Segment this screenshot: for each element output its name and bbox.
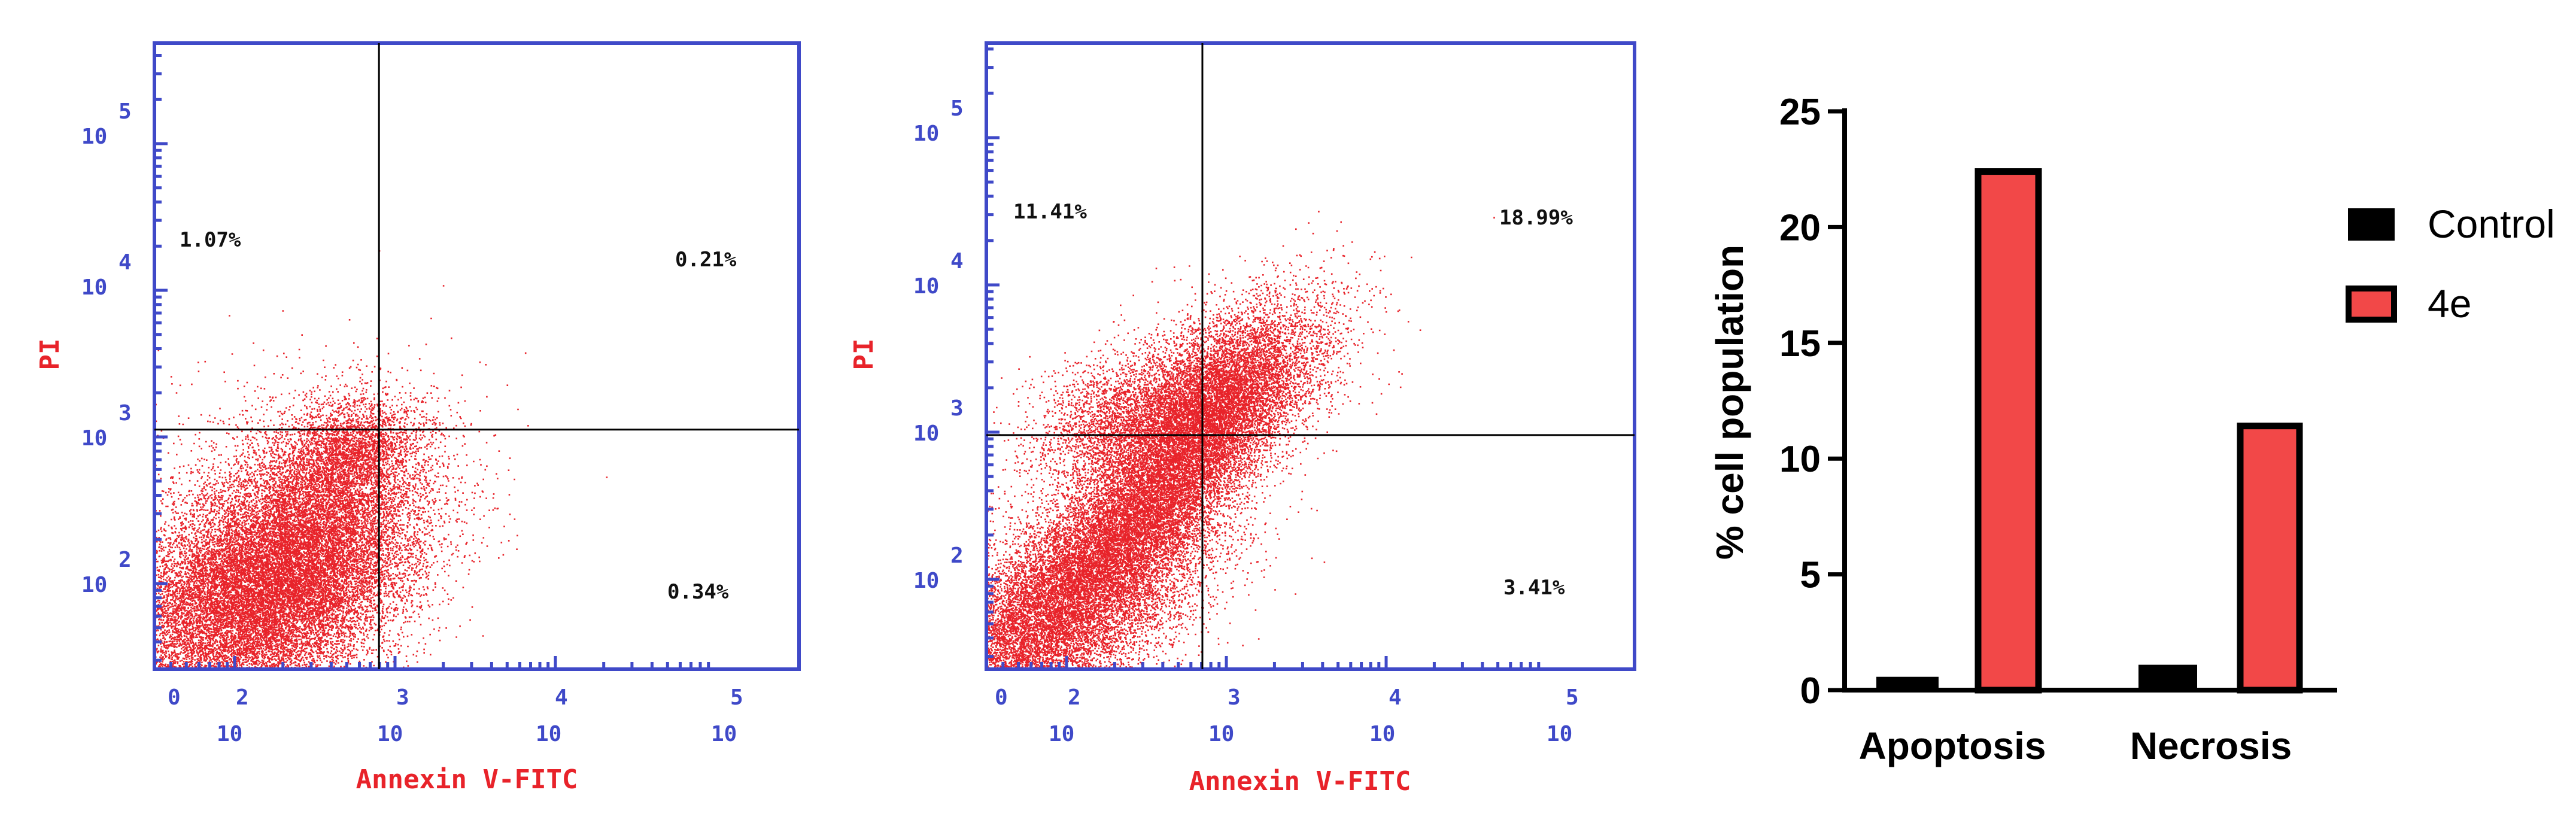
x-tick-exponent: 5 <box>1566 685 1579 710</box>
quadrant-upper-left: 1.07% <box>180 228 241 252</box>
y-tick-base: 10 <box>913 421 939 446</box>
y-tick-label: 20 <box>1779 207 1821 248</box>
y-axis-title: PI <box>849 339 879 370</box>
y-tick-base: 10 <box>81 573 107 597</box>
x-tick-labels: Apoptosis Necrosis <box>1859 724 2292 767</box>
x-tick-base: 10 <box>536 722 561 746</box>
y-tick-label: 5 <box>1800 555 1821 596</box>
x-tick-exponent: 5 <box>730 685 743 710</box>
x-tick-base: 10 <box>1208 722 1234 746</box>
y-tick-label: 15 <box>1779 323 1821 365</box>
x-tick-exponent: 2 <box>236 685 249 710</box>
flow-dots-control <box>154 250 607 671</box>
y-tick-label: 10 <box>1779 439 1821 480</box>
quadrant-upper-right: 18.99% <box>1499 206 1573 230</box>
flow-panel-4e: 11.41% 18.99% 3.41% Annexin V-FITC PI 0 2… <box>849 43 1635 797</box>
y-tick-base: 10 <box>81 275 107 300</box>
legend-swatch-control <box>2349 209 2394 240</box>
legend-label-control: Control <box>2428 202 2555 246</box>
x-tick-label-apoptosis: Apoptosis <box>1859 724 2046 767</box>
legend-label-4e: 4e <box>2428 281 2471 326</box>
y-tick-exponent: 3 <box>119 401 132 426</box>
y-tick-labels: 0 5 10 15 20 25 <box>1779 92 1821 712</box>
x-tick-label-necrosis: Necrosis <box>2130 724 2292 767</box>
x-tick-exponent: 0 <box>168 685 181 710</box>
x-tick-base: 10 <box>1049 722 1074 746</box>
y-tick-labels: 2 10 3 10 4 10 5 10 <box>81 99 132 597</box>
y-tick-labels: 2 10 3 10 4 10 5 10 <box>913 96 964 593</box>
bars <box>1877 172 2299 690</box>
y-tick-base: 10 <box>913 569 939 593</box>
flow-dots-path <box>986 211 1495 670</box>
y-tick-exponent: 4 <box>950 249 964 274</box>
bar-chart: 0 5 10 15 20 25 Apoptosis Necrosis % cell popu… <box>1708 92 2555 767</box>
x-tick-base: 10 <box>217 722 242 746</box>
y-tick-exponent: 2 <box>950 543 964 568</box>
x-tick-exponent: 3 <box>1228 685 1241 710</box>
bar-control-necrosis <box>2139 666 2197 690</box>
x-tick-exponent: 3 <box>396 685 409 710</box>
y-tick-base: 10 <box>81 426 107 451</box>
quadrant-lower-right: 0.34% <box>667 580 729 604</box>
y-tick-label: 0 <box>1800 670 1821 712</box>
y-tick-exponent: 5 <box>119 99 132 124</box>
bar-4e-necrosis <box>2240 426 2299 690</box>
y-tick-exponent: 5 <box>950 96 964 121</box>
x-tick-exponent: 4 <box>555 685 568 710</box>
x-tick-base: 10 <box>377 722 403 746</box>
flow-panel-control: 1.07% 0.21% 0.34% Annexin V-FITC PI 0 2 10… <box>35 43 799 795</box>
y-axis-title: PI <box>35 339 65 370</box>
quadrant-lower-right: 3.41% <box>1503 576 1565 600</box>
x-axis-title: Annexin V-FITC <box>356 764 578 795</box>
x-axis-title: Annexin V-FITC <box>1189 766 1411 797</box>
quadrant-upper-left: 11.41% <box>1013 200 1087 224</box>
legend-swatch-4e <box>2349 288 2394 320</box>
y-tick-base: 10 <box>913 122 939 146</box>
x-tick-labels: 0 2 10 3 10 4 10 5 10 <box>995 685 1579 746</box>
y-tick-exponent: 4 <box>119 250 132 275</box>
y-tick-exponent: 2 <box>119 548 132 572</box>
x-tick-base: 10 <box>1369 722 1395 746</box>
y-tick-base: 10 <box>81 124 107 149</box>
y-axis-title: % cell population <box>1708 245 1751 560</box>
x-tick-exponent: 2 <box>1068 685 1081 710</box>
x-tick-base: 10 <box>1547 722 1572 746</box>
flow-dots-4e <box>986 211 1495 670</box>
quadrant-upper-right: 0.21% <box>675 248 737 272</box>
flow-dots-path <box>154 250 607 671</box>
y-tick-base: 10 <box>913 274 939 299</box>
bar-4e-apoptosis <box>1978 172 2039 690</box>
x-tick-labels: 0 2 10 3 10 4 10 5 10 <box>168 685 743 746</box>
plot-frame <box>154 43 799 669</box>
legend: Control 4e <box>2349 202 2555 326</box>
quadrant-gates <box>154 43 799 669</box>
x-tick-base: 10 <box>711 722 737 746</box>
y-tick-exponent: 3 <box>950 396 964 421</box>
x-tick-exponent: 4 <box>1389 685 1402 710</box>
y-tick-label: 25 <box>1779 92 1821 133</box>
x-tick-exponent: 0 <box>995 685 1008 710</box>
